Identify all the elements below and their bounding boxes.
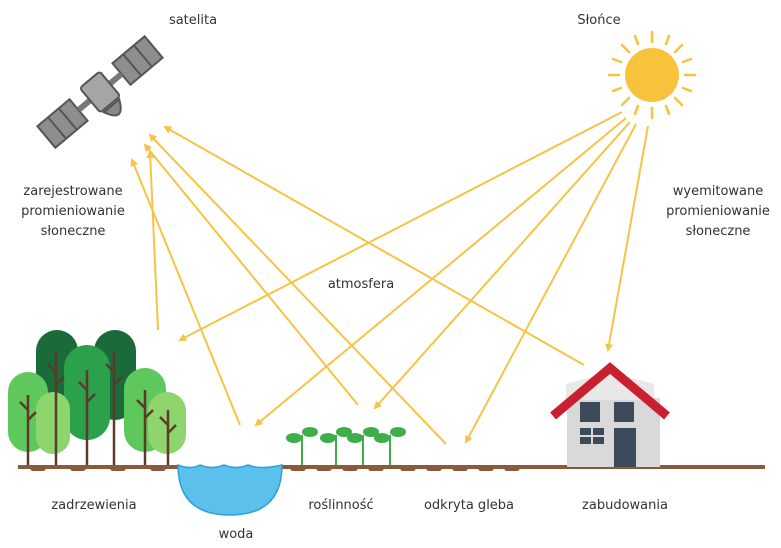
label: Słońce (577, 13, 620, 28)
label: wyemitowane (673, 184, 764, 199)
label: zadrzewienia (51, 498, 136, 513)
label: roślinność (308, 498, 373, 513)
label: woda (219, 527, 254, 542)
sun-icon (609, 32, 695, 118)
plants (287, 428, 405, 465)
label: promieniowanie (21, 204, 125, 219)
label: satelita (169, 13, 217, 28)
satellite-icon (36, 35, 172, 159)
label: odkryta gleba (424, 498, 514, 513)
trees (8, 330, 186, 465)
diagram: satelita Słońce zarejestrowane promienio… (0, 0, 781, 548)
house (553, 368, 667, 467)
water (178, 465, 282, 515)
label: słoneczne (41, 224, 106, 239)
label: zarejestrowane (23, 184, 122, 199)
label: atmosfera (328, 277, 394, 292)
label: zabudowania (582, 498, 668, 513)
label: słoneczne (686, 224, 751, 239)
label: promieniowanie (666, 204, 770, 219)
